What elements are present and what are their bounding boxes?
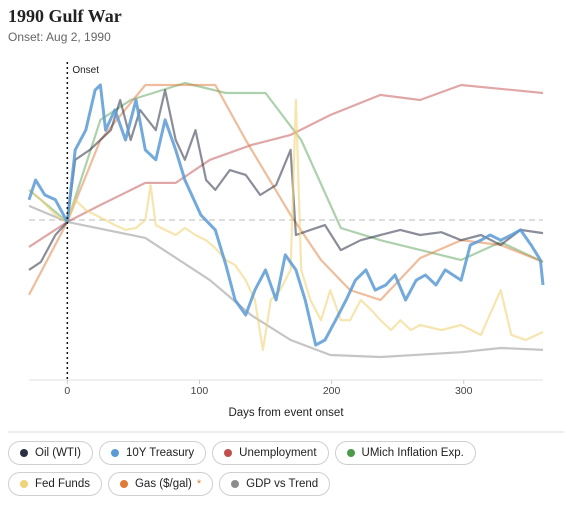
legend-label: UMich Inflation Exp. xyxy=(361,447,464,459)
legend-item[interactable]: 10Y Treasury xyxy=(98,441,207,465)
x-tick-label: 300 xyxy=(455,385,473,397)
legend-swatch xyxy=(346,449,355,457)
series-line xyxy=(28,83,544,248)
x-tick-label: 100 xyxy=(191,385,209,397)
annotation-label: Onset xyxy=(72,65,99,76)
x-axis-label: Days from event onset xyxy=(228,407,344,419)
legend-item[interactable]: Gas ($/gal) * xyxy=(107,472,214,496)
legend-swatch xyxy=(20,449,28,457)
chart: 1990 Gulf War Onset: Aug 2, 1990 Days fr… xyxy=(8,6,564,433)
legend: Oil (WTI) 10Y Treasury Unemployment UMich I… xyxy=(8,441,564,496)
legend-label: Fed Funds xyxy=(35,478,90,490)
series-line xyxy=(28,98,544,351)
x-tick-label: 200 xyxy=(323,385,341,397)
legend-item[interactable]: GDP vs Trend xyxy=(219,472,331,496)
x-tick-label: 0 xyxy=(64,385,70,397)
series-line xyxy=(27,83,545,347)
legend-swatch xyxy=(231,480,240,488)
legend-item[interactable]: Oil (WTI) xyxy=(8,441,93,465)
series-line xyxy=(28,89,544,271)
legend-label: Unemployment xyxy=(239,447,317,459)
legend-label: Oil (WTI) xyxy=(35,447,81,459)
series-line xyxy=(28,81,544,263)
legend-note: * xyxy=(196,478,202,490)
legend-item[interactable]: UMich Inflation Exp. xyxy=(334,441,476,465)
legend-swatch xyxy=(224,449,233,457)
legend-label: Gas ($/gal) xyxy=(134,478,192,490)
legend-label: 10Y Treasury xyxy=(125,447,195,459)
legend-item[interactable]: Unemployment xyxy=(212,441,329,465)
legend-swatch xyxy=(20,480,28,488)
legend-swatch xyxy=(110,449,119,457)
chart-title: 1990 Gulf War xyxy=(8,6,122,26)
chart-subtitle: Onset: Aug 2, 1990 xyxy=(8,30,111,44)
series-line xyxy=(28,204,544,359)
legend-label: GDP vs Trend xyxy=(246,478,319,490)
legend-item[interactable]: Fed Funds xyxy=(8,472,102,496)
series-line xyxy=(28,83,544,302)
legend-swatch xyxy=(119,480,128,488)
